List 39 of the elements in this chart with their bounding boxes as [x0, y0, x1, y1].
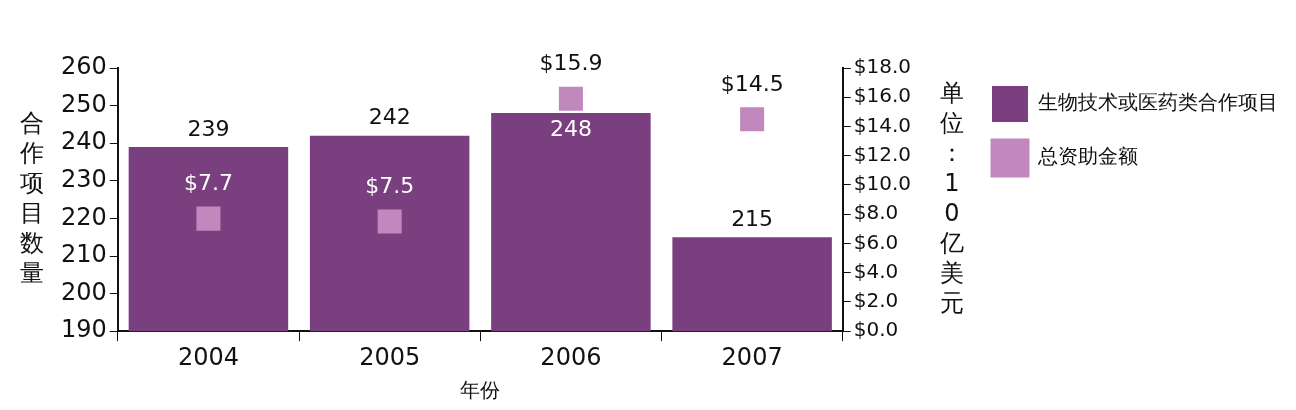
point	[196, 206, 221, 231]
y2-tick-label: $16.0	[853, 83, 912, 108]
y-tick-label: 250	[61, 89, 107, 118]
y2-tick-label: $6.0	[853, 229, 899, 254]
x-axis-title: 年份	[460, 378, 501, 403]
y2-tick-label: $14.0	[853, 112, 912, 137]
y-tick-label: 200	[61, 277, 107, 306]
point	[558, 86, 583, 111]
y2-tick-label: $2.0	[853, 288, 899, 313]
y-tick-label: 240	[61, 127, 107, 156]
y-tick-label: 260	[61, 52, 107, 81]
x-tick-label: 2005	[359, 342, 421, 371]
point	[377, 209, 402, 234]
x-tick-label: 2007	[721, 342, 783, 371]
data-label: 239	[187, 115, 230, 141]
y-tick-label: 190	[61, 315, 107, 344]
data-label: $15.9	[539, 50, 603, 76]
y2-axis-title: 单位：10亿美元	[939, 78, 964, 317]
y2-tick-label: $18.0	[853, 54, 912, 79]
legend-label: 生物技术或医药类合作项目	[1038, 90, 1278, 115]
y-axis-title: 合作项目数量	[19, 108, 44, 287]
data-label: $7.7	[183, 170, 233, 196]
data-label: 248	[549, 115, 592, 141]
y2-tick-label: $4.0	[853, 258, 899, 283]
y2-tick-label: $8.0	[853, 200, 899, 225]
y2-tick-label: $12.0	[853, 141, 912, 166]
x-tick-label: 2004	[177, 342, 239, 371]
y2-tick-label: $0.0	[853, 317, 899, 342]
data-label: $7.5	[365, 173, 415, 199]
data-label: $14.5	[720, 70, 784, 96]
y-tick-label: 220	[61, 202, 107, 231]
y2-tick-label: $10.0	[853, 171, 912, 196]
y-tick-label: 230	[61, 165, 107, 194]
legend-label: 总资助金额	[1037, 144, 1138, 169]
x-tick-label: 2006	[540, 342, 602, 371]
data-label: 215	[731, 205, 774, 231]
point	[740, 107, 765, 132]
data-label: 242	[368, 104, 411, 130]
y-tick-label: 210	[61, 240, 107, 269]
